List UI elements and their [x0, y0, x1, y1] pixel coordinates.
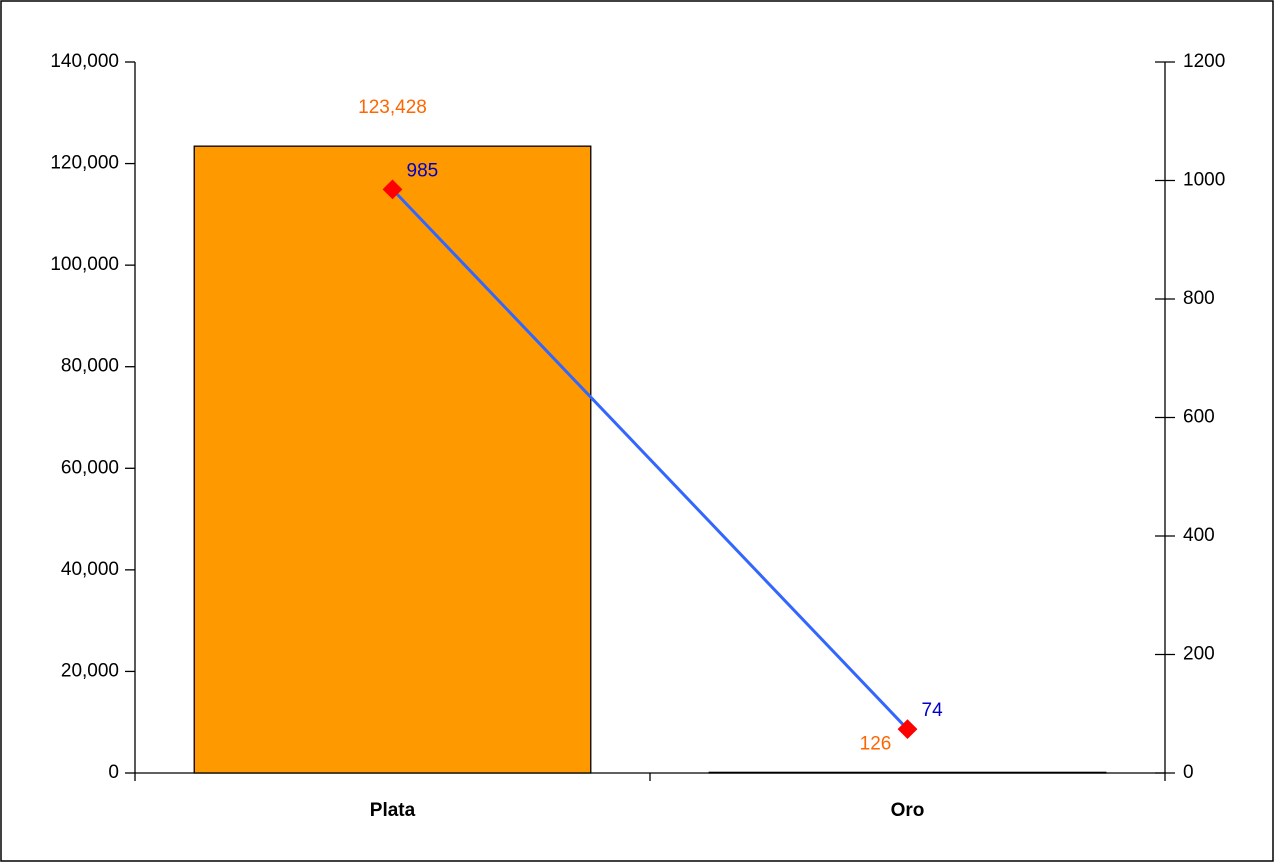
marker	[382, 179, 403, 200]
y-tick-label: 100,000	[50, 254, 119, 275]
data-label: 123,428	[358, 97, 427, 118]
y-tick-label: 60,000	[61, 457, 119, 478]
y2-tick-label: 600	[1183, 407, 1215, 428]
y2-tick-label: 1200	[1183, 51, 1225, 72]
line	[391, 188, 909, 731]
y2-tick-label: 1000	[1183, 170, 1225, 191]
y-tick-label: 20,000	[61, 660, 119, 681]
data-label: 985	[407, 160, 439, 181]
y2-tick-label: 0	[1183, 762, 1194, 783]
data-label: 126	[860, 733, 892, 754]
y-tick-label: 140,000	[50, 51, 119, 72]
bar	[193, 145, 592, 774]
y2-tick-label: 400	[1183, 525, 1215, 546]
y-tick-label: 80,000	[61, 356, 119, 377]
bar	[708, 771, 1107, 774]
y-tick-label: 0	[108, 762, 119, 783]
marker	[897, 719, 918, 740]
y2-tick-label: 200	[1183, 644, 1215, 665]
data-label: 74	[922, 700, 944, 721]
y2-tick-label: 800	[1183, 288, 1215, 309]
x-tick-label: Oro	[891, 800, 925, 821]
y-tick-label: 40,000	[61, 559, 119, 580]
x-tick-label: Plata	[370, 800, 416, 821]
y-tick-label: 120,000	[50, 153, 119, 174]
